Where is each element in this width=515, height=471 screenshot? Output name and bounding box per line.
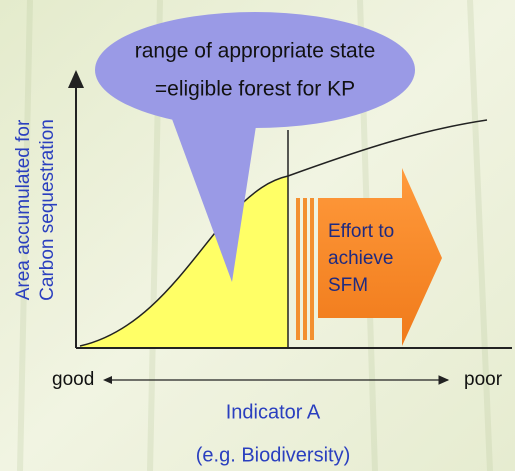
arrow-text: Effort to — [328, 221, 394, 242]
x-left-label: good — [52, 369, 94, 390]
arrow-text: achieve — [328, 248, 394, 269]
effort-arrow — [296, 168, 442, 346]
x-axis-subtitle: (e.g. Biodiversity) — [196, 444, 351, 466]
arrow-text: SFM — [328, 275, 368, 296]
bubble-text: range of appropriate state — [135, 40, 376, 63]
bubble-text: =eligible forest for KP — [155, 78, 355, 101]
bubble-tail — [165, 100, 260, 282]
x-axis-title: Indicator A — [226, 401, 321, 423]
x-right-label: poor — [464, 369, 503, 390]
y-axis-label: Area accumulated for — [13, 119, 34, 300]
y-axis-label: Carbon sequestration — [37, 119, 58, 301]
bubble — [95, 12, 415, 128]
curve — [79, 119, 488, 347]
